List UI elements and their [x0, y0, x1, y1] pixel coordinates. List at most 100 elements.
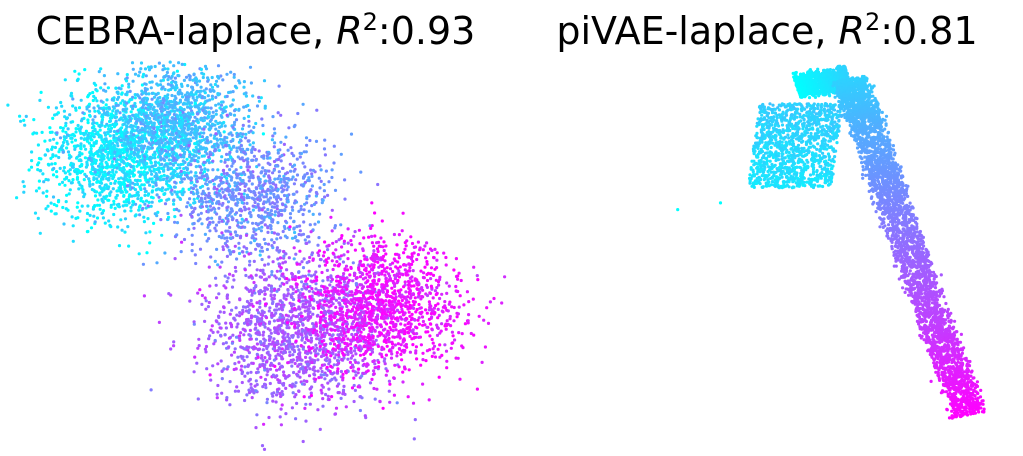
scatter-point	[206, 194, 210, 198]
scatter-point	[98, 106, 102, 110]
scatter-point	[285, 281, 289, 285]
scatter-point	[114, 119, 118, 123]
scatter-point	[265, 367, 269, 371]
scatter-point	[182, 190, 186, 194]
scatter-point	[207, 265, 211, 269]
scatter-point	[181, 95, 185, 99]
scatter-point	[232, 72, 236, 77]
scatter-point	[89, 138, 93, 142]
scatter-point	[140, 183, 144, 187]
scatter-point	[346, 357, 350, 361]
scatter-point	[173, 161, 178, 165]
scatter-point	[243, 398, 247, 403]
scatter-point	[215, 187, 219, 191]
scatter-point	[240, 380, 244, 385]
scatter-point	[225, 294, 229, 298]
scatter-point	[282, 370, 286, 374]
scatter-point	[200, 154, 204, 158]
scatter-point	[314, 139, 319, 143]
scatter-point	[328, 358, 332, 362]
scatter-point	[237, 246, 241, 250]
scatter-point	[252, 345, 256, 349]
scatter-point	[116, 72, 120, 76]
scatter-point	[144, 101, 148, 105]
scatter-point	[147, 68, 152, 72]
scatter-point	[48, 138, 52, 142]
scatter-point	[197, 106, 201, 110]
scatter-point	[182, 115, 186, 119]
scatter-point	[170, 150, 174, 154]
scatter-point	[67, 192, 71, 196]
scatter-point	[281, 392, 285, 397]
scatter-point	[210, 94, 214, 98]
scatter-point	[324, 297, 328, 301]
scatter-point	[198, 165, 202, 169]
scatter-point	[162, 177, 166, 181]
scatter-point	[272, 358, 276, 362]
scatter-point	[131, 203, 135, 207]
scatter-point	[295, 401, 299, 405]
scatter-point	[206, 168, 210, 172]
scatter-point	[105, 194, 109, 198]
scatter-point	[309, 230, 313, 234]
scatter-point	[261, 268, 265, 272]
scatter-point	[116, 129, 120, 133]
scatter-point	[92, 214, 96, 218]
scatter-point	[161, 68, 165, 72]
scatter-point	[207, 155, 211, 159]
scatter-point	[221, 168, 226, 172]
scatter-point	[138, 179, 142, 183]
scatter-point	[162, 173, 166, 177]
scatter-point	[249, 298, 253, 303]
scatter-point	[41, 191, 45, 195]
scatter-point	[103, 183, 107, 187]
scatter-point	[181, 159, 185, 163]
scatter-point	[137, 170, 141, 174]
scatter-point	[205, 204, 209, 208]
scatter-point	[111, 175, 115, 179]
scatter-point	[179, 169, 183, 173]
scatter-point	[268, 223, 272, 227]
scatter-point	[250, 361, 254, 365]
scatter-point	[134, 202, 138, 206]
scatter-point	[38, 231, 42, 235]
scatter-point	[317, 264, 322, 268]
scatter-point	[293, 361, 297, 366]
scatter-point	[294, 393, 298, 397]
scatter-point	[219, 333, 223, 337]
scatter-point	[118, 154, 122, 158]
scatter-point	[136, 193, 140, 197]
scatter-point	[248, 377, 252, 381]
scatter-point	[86, 133, 90, 137]
scatter-point	[127, 85, 131, 89]
scatter-point	[153, 64, 157, 69]
scatter-point	[234, 211, 239, 215]
scatter-point	[205, 174, 209, 178]
scatter-point	[144, 116, 148, 120]
scatter-point	[395, 401, 399, 405]
scatter-point	[273, 202, 277, 206]
scatter-point	[177, 117, 181, 121]
scatter-point	[242, 254, 246, 258]
scatter-point	[233, 347, 237, 351]
scatter-point	[341, 392, 345, 396]
scatter-point	[51, 116, 55, 120]
scatter-point	[108, 123, 112, 127]
scatter-point	[160, 162, 164, 166]
scatter-point	[165, 115, 169, 119]
scatter-point	[144, 92, 148, 96]
scatter-point	[68, 188, 72, 192]
scatter-point	[266, 187, 270, 191]
scatter-point	[221, 245, 225, 249]
scatter-point	[119, 190, 123, 194]
scatter-point	[131, 136, 135, 141]
scatter-point	[247, 207, 251, 211]
scatter-point	[187, 95, 191, 99]
scatter-point	[178, 153, 182, 157]
scatter-point	[244, 94, 248, 98]
scatter-point	[286, 199, 290, 203]
scatter-point	[268, 381, 272, 386]
scatter-point	[165, 179, 169, 183]
scatter-point	[36, 143, 41, 147]
scatter-point	[112, 125, 117, 129]
